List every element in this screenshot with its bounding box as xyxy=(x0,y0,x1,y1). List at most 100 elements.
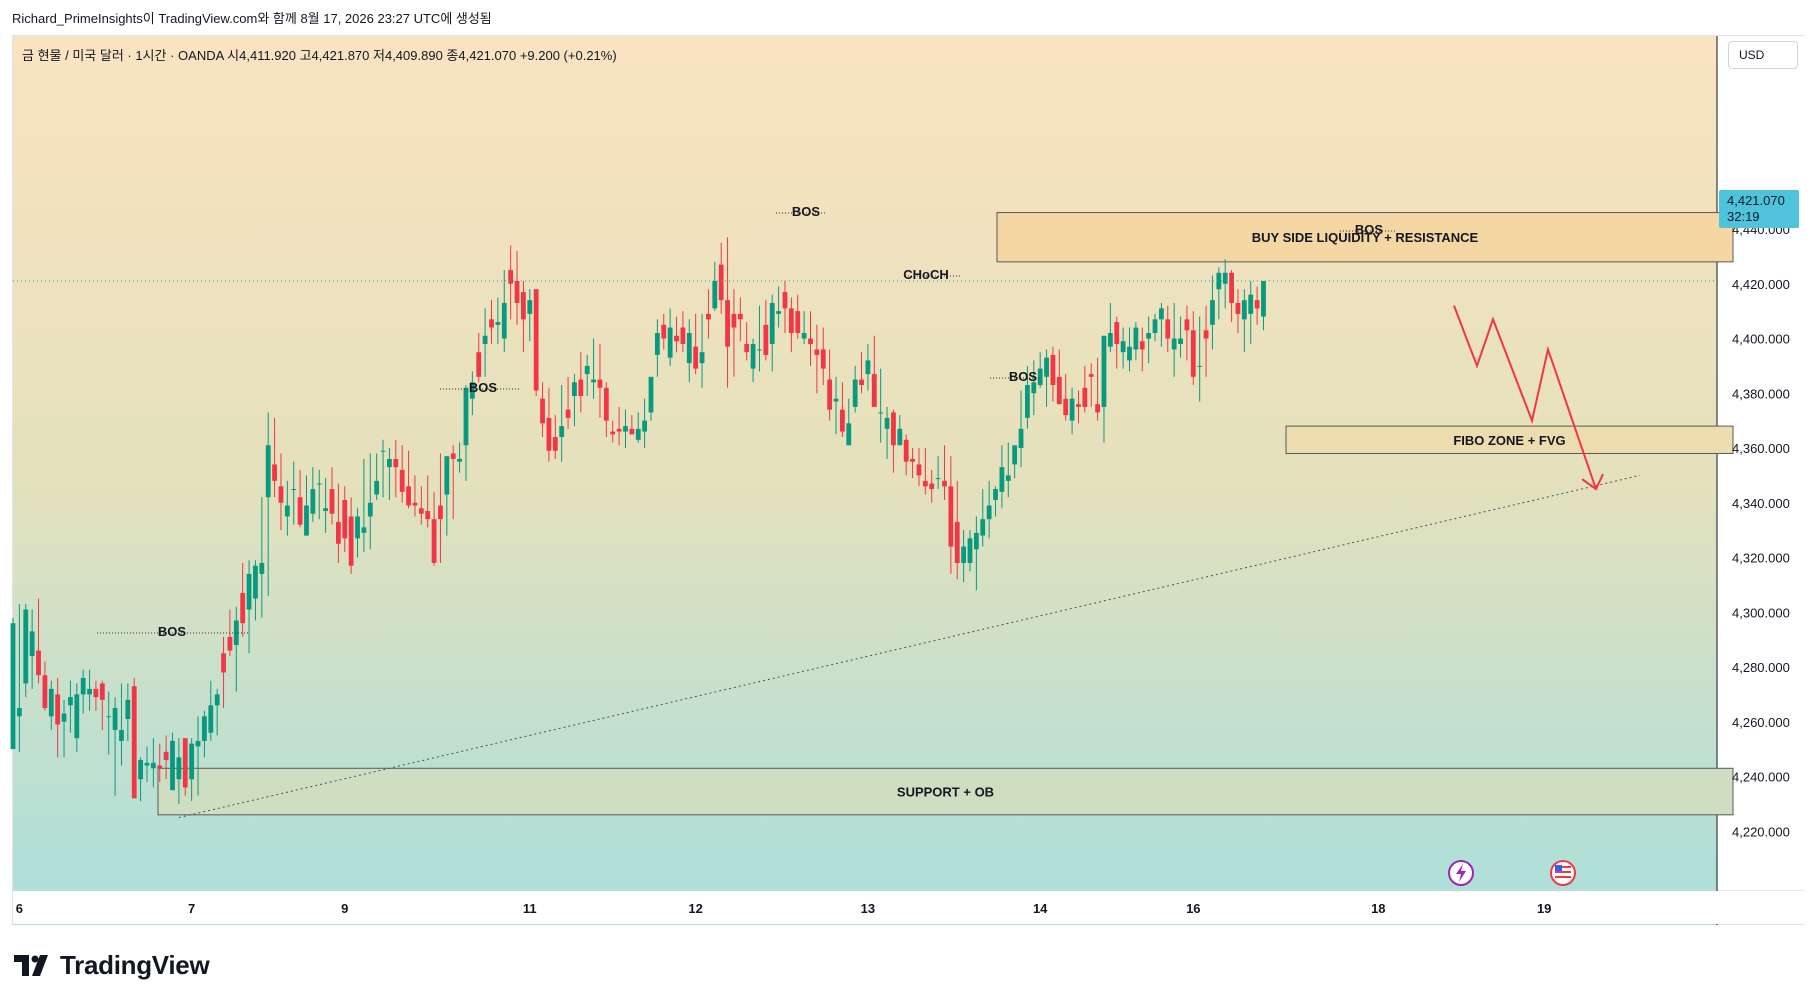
candle xyxy=(1012,445,1018,479)
x-tick-label: 6 xyxy=(16,901,23,916)
candle xyxy=(514,250,520,325)
structure-label: BOS xyxy=(792,204,821,219)
zone-box[interactable] xyxy=(996,212,1734,263)
candle xyxy=(1222,259,1228,309)
candle xyxy=(782,281,788,334)
candle xyxy=(693,313,699,375)
candle xyxy=(399,445,405,503)
candle xyxy=(42,661,48,711)
candle xyxy=(99,680,105,730)
candle xyxy=(967,530,973,572)
x-tick-label: 18 xyxy=(1371,901,1385,916)
candle xyxy=(495,297,501,344)
candle xyxy=(623,409,628,448)
candle xyxy=(808,311,813,366)
candle xyxy=(922,448,928,495)
currency-button[interactable]: USD xyxy=(1728,41,1798,69)
candle xyxy=(208,680,214,741)
candle xyxy=(954,480,960,580)
candle xyxy=(48,680,54,730)
candle xyxy=(1159,302,1164,347)
candle xyxy=(23,604,29,698)
forecast-arrow[interactable] xyxy=(1453,305,1597,490)
candle xyxy=(36,598,41,684)
candle xyxy=(501,270,507,353)
candle xyxy=(546,387,552,462)
candle xyxy=(61,699,67,758)
candle xyxy=(1210,275,1215,350)
x-tick-label: 14 xyxy=(1033,901,1048,916)
candle xyxy=(233,606,239,692)
candle xyxy=(106,691,112,755)
candle xyxy=(788,297,794,353)
candle xyxy=(642,398,648,448)
candle xyxy=(859,352,864,394)
tradingview-logo[interactable]: TradingView xyxy=(14,950,210,981)
candle xyxy=(259,497,265,618)
candle xyxy=(469,371,475,416)
y-tick-label: 4,240.000 xyxy=(1732,770,1790,785)
candle xyxy=(291,461,297,525)
candle xyxy=(393,439,399,498)
structure-label: BOS xyxy=(158,624,187,639)
candle xyxy=(718,242,724,314)
candle xyxy=(1171,302,1177,377)
candle xyxy=(584,354,590,396)
candle xyxy=(476,333,482,383)
price-axis-bg xyxy=(1718,36,1805,890)
y-tick-label: 4,280.000 xyxy=(1732,660,1790,675)
candle xyxy=(265,412,271,596)
candle xyxy=(527,289,533,342)
candle xyxy=(342,486,348,553)
candle xyxy=(654,319,660,377)
candle xyxy=(240,562,246,637)
candle xyxy=(1216,267,1222,320)
candle xyxy=(610,420,616,443)
candle xyxy=(680,311,686,353)
x-tick-label: 19 xyxy=(1537,901,1551,916)
y-tick-label: 4,420.000 xyxy=(1732,277,1790,292)
candle xyxy=(1114,316,1120,369)
candle xyxy=(897,415,903,446)
candle xyxy=(16,604,22,752)
candle xyxy=(55,677,61,758)
candle xyxy=(112,697,118,796)
candle xyxy=(170,732,175,791)
candle xyxy=(144,746,150,782)
chart-caption: Richard_PrimeInsights이 TradingView.com와 … xyxy=(12,11,492,26)
structure-label: CHoCH xyxy=(903,267,949,282)
candle xyxy=(138,757,143,802)
candle xyxy=(597,343,603,418)
candle xyxy=(253,560,258,621)
candle xyxy=(533,289,539,396)
candle xyxy=(635,412,641,443)
candle xyxy=(355,508,360,558)
lightning-event-icon[interactable] xyxy=(1448,860,1474,886)
candle xyxy=(272,417,277,498)
candle xyxy=(591,338,596,399)
zone-box[interactable] xyxy=(157,767,1734,816)
candle xyxy=(1050,346,1056,402)
candle xyxy=(686,319,692,383)
us-flag-event-icon[interactable] xyxy=(1550,860,1576,886)
candle xyxy=(1025,365,1030,429)
last-price-value: 4,421.070 xyxy=(1727,193,1785,208)
x-tick-label: 9 xyxy=(341,901,348,916)
candle xyxy=(374,453,380,501)
tradingview-logo-icon xyxy=(14,954,48,976)
candle xyxy=(131,677,137,799)
trend-line[interactable] xyxy=(178,474,1641,819)
candle xyxy=(852,365,858,413)
candle xyxy=(482,308,488,377)
candle xyxy=(176,738,182,804)
candle xyxy=(367,453,373,550)
candle xyxy=(559,385,565,462)
candle xyxy=(884,406,890,459)
candle xyxy=(725,237,730,388)
candle xyxy=(1190,311,1196,386)
candle xyxy=(552,415,558,459)
candle xyxy=(706,289,711,339)
zone-box[interactable] xyxy=(1285,425,1734,454)
candle xyxy=(603,382,609,438)
